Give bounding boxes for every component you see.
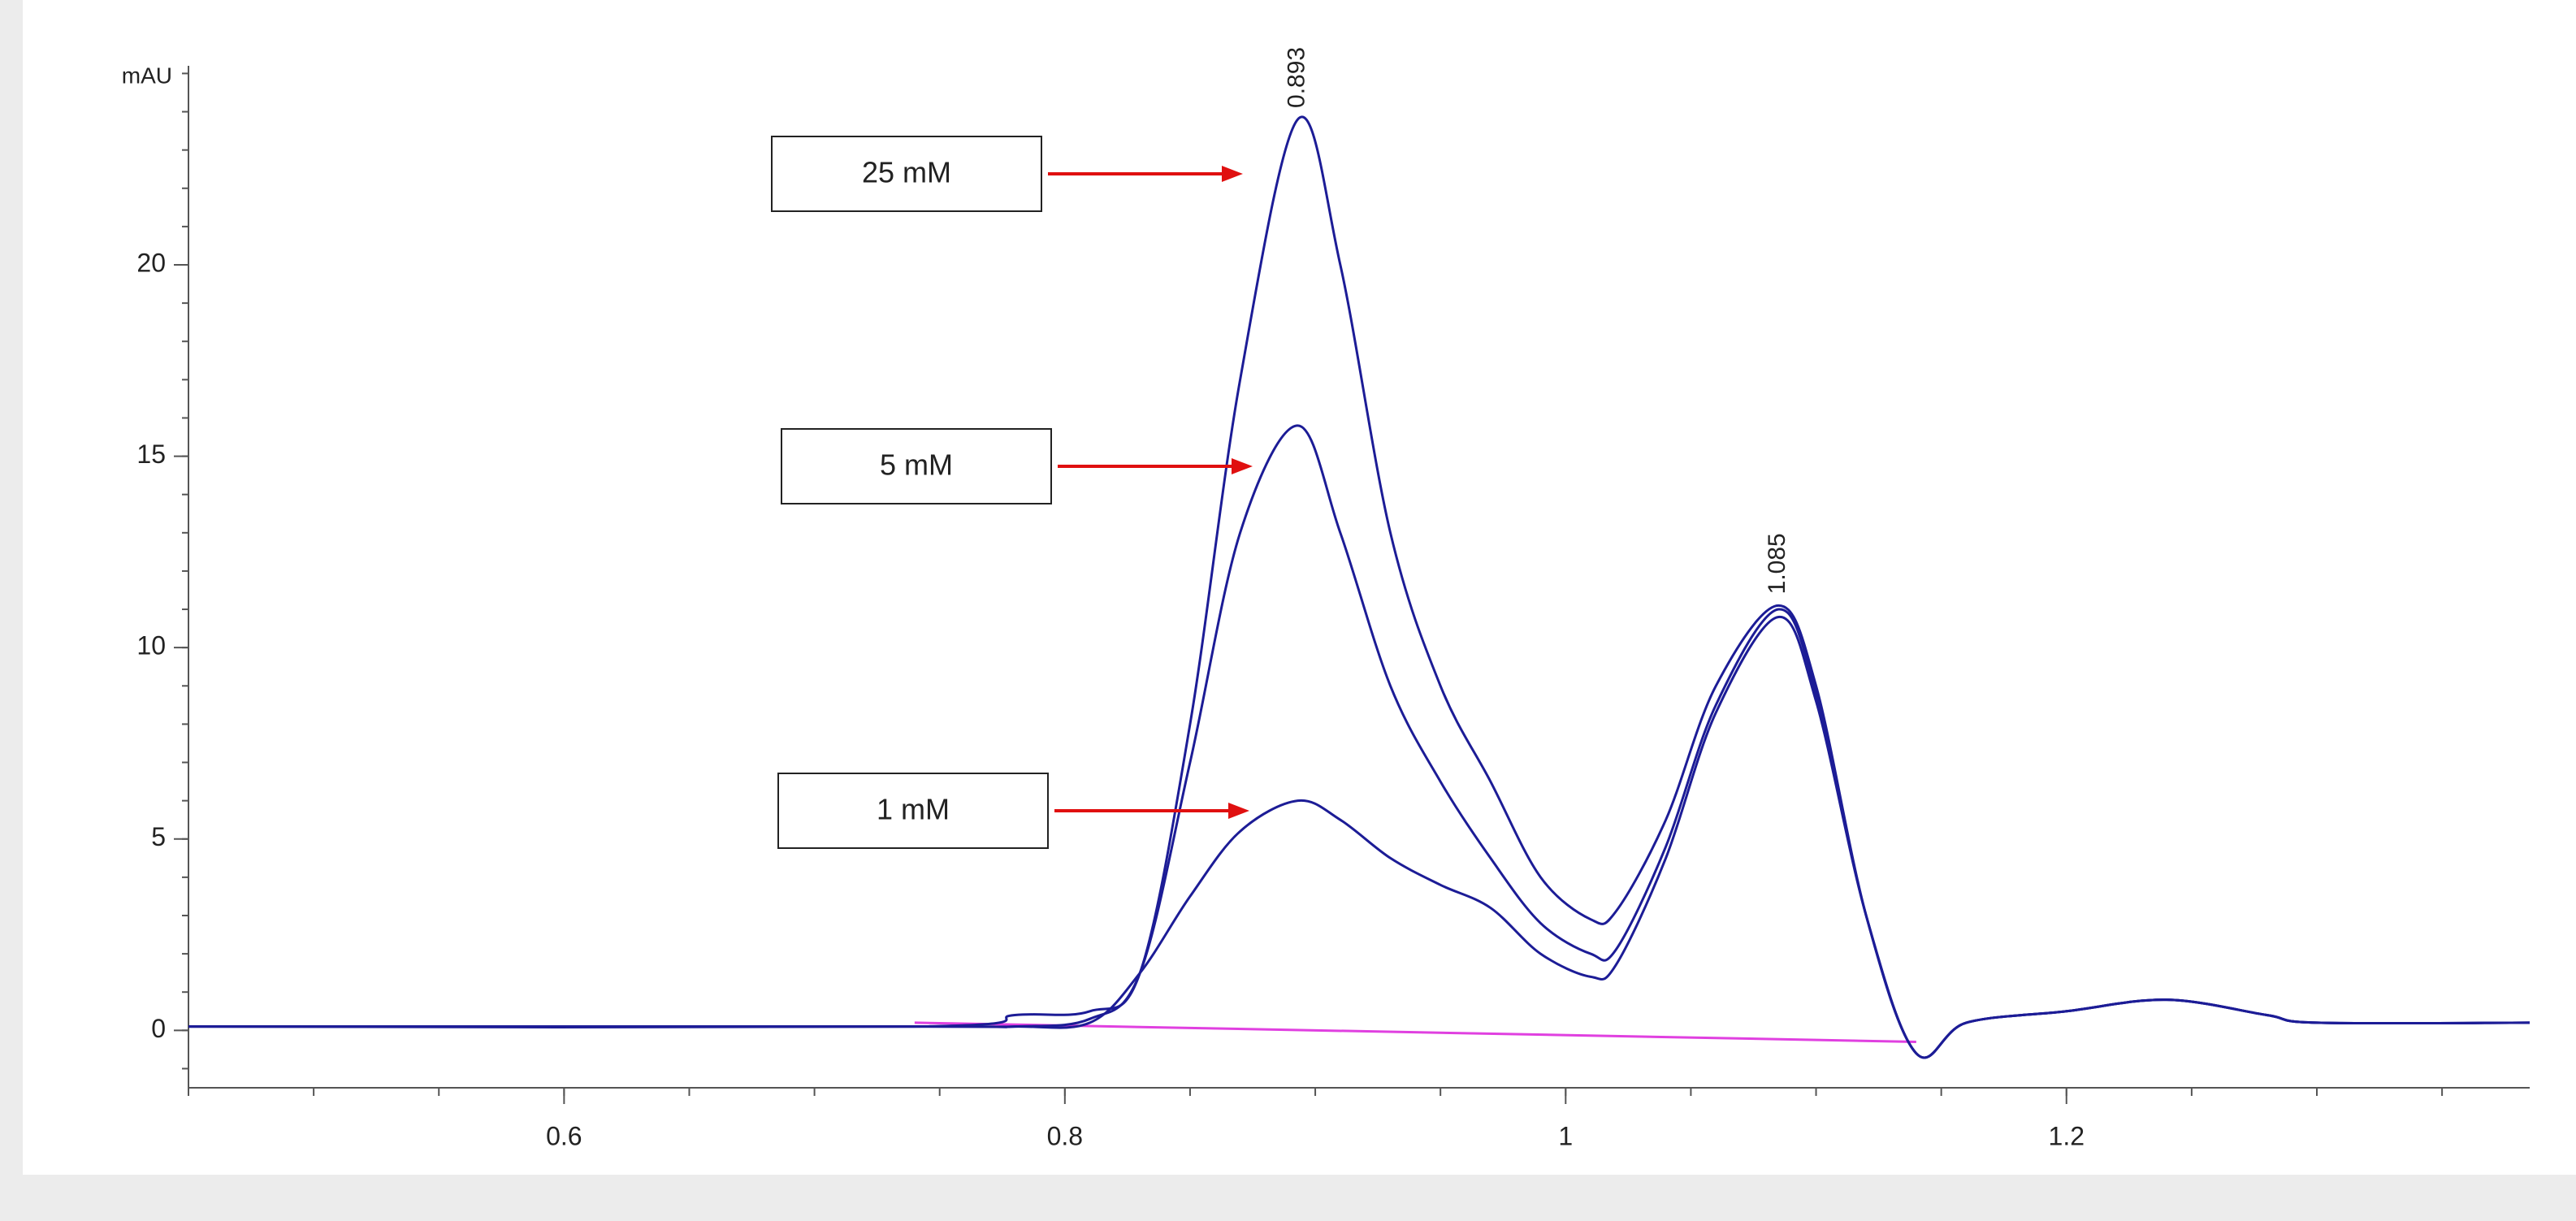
legend-arrowhead: [1232, 458, 1253, 474]
legend-box: [777, 773, 1049, 849]
legend-label: 25 mM: [862, 156, 951, 189]
series-line: [188, 615, 2531, 1059]
x-tick-label: 1: [1558, 1121, 1573, 1150]
y-tick-label: 10: [136, 631, 166, 660]
legend-box: [781, 428, 1052, 504]
legend-box: [771, 136, 1042, 212]
bottom-frame: [0, 1175, 2576, 1221]
y-tick-label: 0: [151, 1014, 166, 1043]
left-frame: [0, 0, 23, 1221]
legend-label: 1 mM: [877, 793, 950, 826]
x-tick-label: 0.6: [546, 1121, 582, 1150]
peak-label: 1.085: [1764, 533, 1790, 594]
y-tick-label: 20: [136, 248, 166, 277]
x-tick-label: 0.8: [1047, 1121, 1083, 1150]
legend-arrowhead: [1222, 166, 1243, 182]
x-tick-label: 1.2: [2049, 1121, 2085, 1150]
legend-label: 5 mM: [880, 448, 953, 482]
y-axis-label: mAU: [122, 63, 172, 88]
legend-arrowhead: [1228, 803, 1249, 819]
y-tick-label: 5: [151, 822, 166, 851]
y-tick-label: 15: [136, 439, 166, 469]
peak-label: 0.893: [1283, 47, 1310, 108]
